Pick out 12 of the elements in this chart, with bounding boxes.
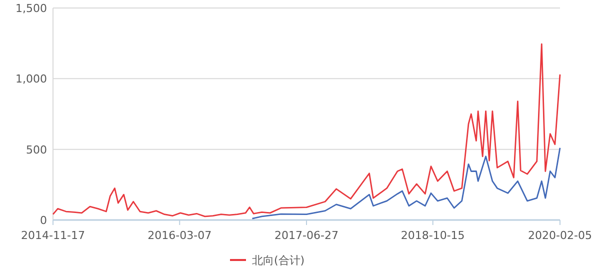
line-series	[52, 43, 561, 218]
y-tick-label: 500	[26, 143, 47, 156]
x-tick-label: 2014-11-17	[21, 229, 85, 242]
x-tick-label: 2020-02-05	[528, 229, 592, 242]
y-tick-label: 0	[40, 214, 47, 227]
x-tick-label: 2017-06-27	[274, 229, 338, 242]
y-tick-label: 1,000	[16, 72, 47, 86]
line-series	[252, 147, 561, 220]
legend-label: 北向(合计)	[252, 254, 305, 267]
x-tick-label: 2016-03-07	[148, 229, 212, 242]
y-tick-label: 1,500	[16, 2, 47, 15]
x-tick-label: 2018-10-15	[400, 229, 465, 242]
